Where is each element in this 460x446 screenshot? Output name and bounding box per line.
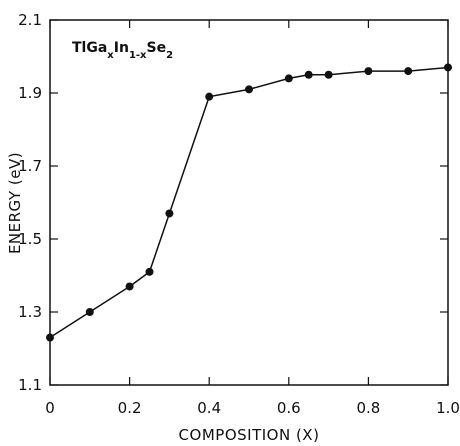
data-point [404,67,413,76]
data-point [304,70,313,79]
x-tick-label: 0 [45,399,55,417]
data-point [364,67,373,76]
annotation-sub-1x: 1-x [129,50,147,61]
annotation-sub-x: x [107,50,114,61]
data-point [284,74,293,83]
series-group [46,63,452,342]
y-tick-label: 2.1 [18,11,42,29]
y-ticks: 1.1 1.3 1.5 1.7 1.9 2.1 [18,11,448,394]
chart-annotation: TlGaxIn1-xSe2 [72,40,173,61]
x-axis-label: COMPOSITION (X) [179,426,320,444]
y-axis-label: ENERGY (eV) [6,152,24,254]
x-tick-label: 0.2 [118,399,142,417]
data-point [205,92,214,101]
data-point [46,333,54,342]
series-line [49,66,449,339]
data-point [85,308,94,316]
y-tick-label: 1.7 [18,157,42,175]
data-point [245,85,253,94]
annotation-sub-2: 2 [166,50,173,61]
x-tick-label: 0.4 [197,399,221,417]
x-ticks: 0 0.2 0.4 0.6 0.8 1.0 [45,20,460,417]
y-tick-label: 1.3 [18,303,42,321]
x-tick-label: 1.0 [436,399,460,417]
annotation-mid: In [114,40,129,56]
annotation-prefix: TlGa [72,40,107,56]
data-point [145,267,154,276]
y-tick-label: 1.5 [18,230,42,248]
x-tick-label: 0.8 [356,399,380,417]
x-tick-label: 0.6 [277,399,301,417]
plot-frame [49,19,449,386]
annotation-suffix: Se [147,40,167,56]
y-tick-label: 1.1 [18,376,42,394]
data-point [324,70,333,79]
data-point [444,63,452,72]
y-tick-label: 1.9 [18,84,42,102]
data-point [165,209,174,218]
data-point [125,282,134,291]
